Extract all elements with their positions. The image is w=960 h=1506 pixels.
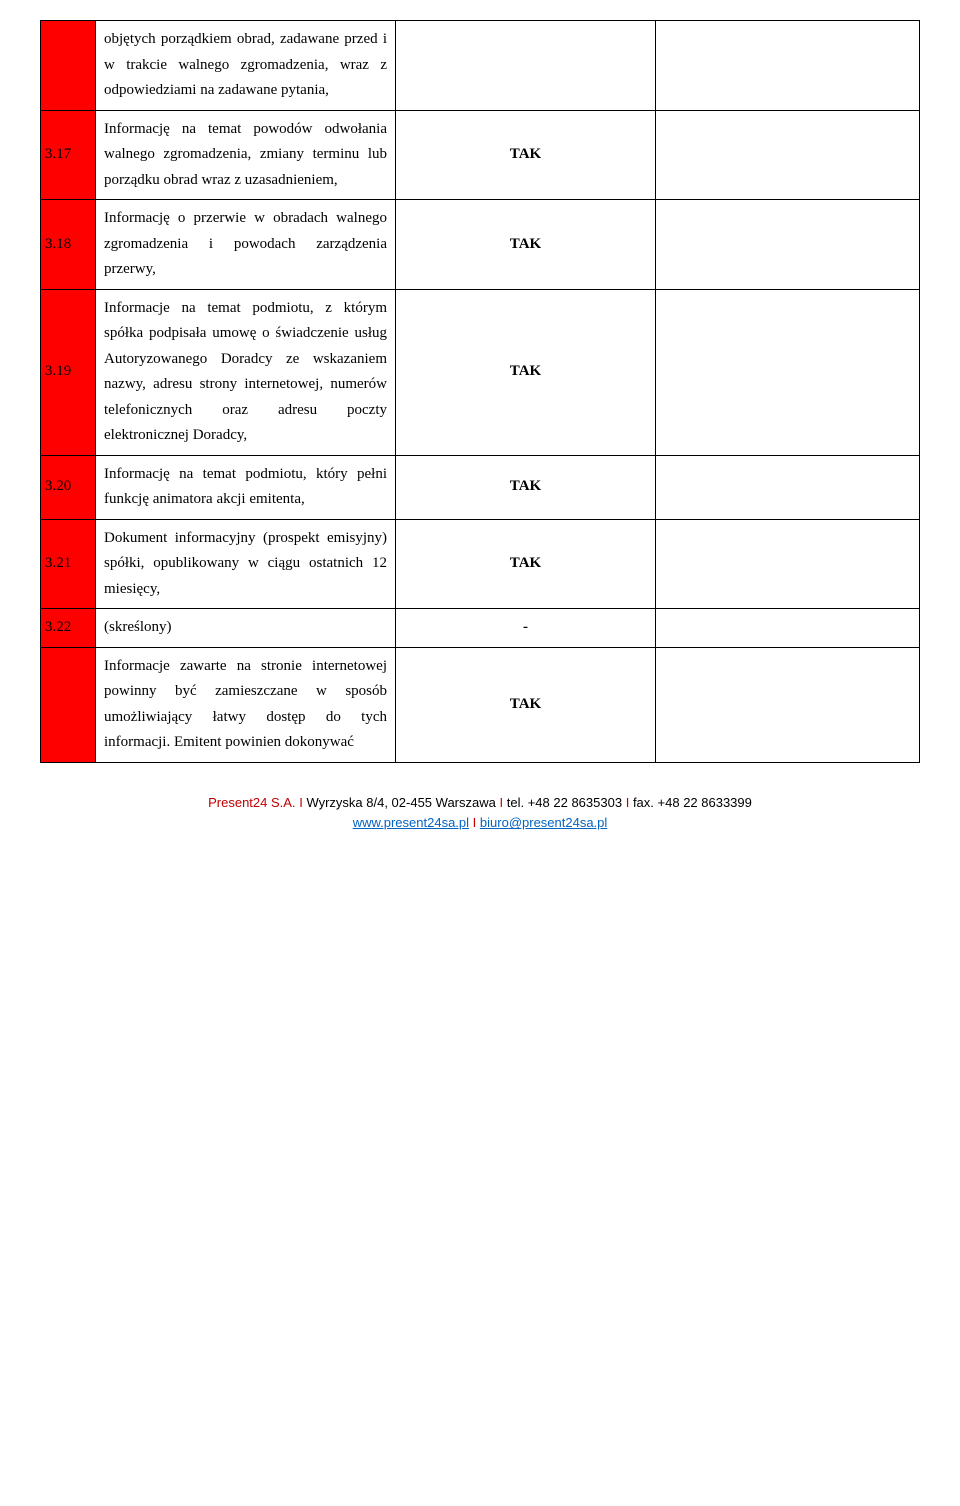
row-empty	[656, 455, 920, 519]
row-number	[41, 21, 96, 111]
footer-fax: +48 22 8633399	[658, 795, 752, 810]
row-status: TAK	[396, 110, 656, 200]
table-row: Informacje zawarte na stronie internetow…	[41, 647, 920, 762]
row-number	[41, 647, 96, 762]
row-description: Informację na temat powodów odwołania wa…	[96, 110, 396, 200]
row-description: Informację o przerwie w obradach walnego…	[96, 200, 396, 290]
page-footer: Present24 S.A. I Wyrzyska 8/4, 02-455 Wa…	[40, 793, 920, 835]
footer-email-link[interactable]: biuro@present24sa.pl	[480, 815, 607, 830]
footer-company: Present24 S.A.	[208, 795, 295, 810]
row-number: 3.19	[41, 289, 96, 455]
table-row: 3.18Informację o przerwie w obradach wal…	[41, 200, 920, 290]
row-status: TAK	[396, 519, 656, 609]
table-row: 3.17Informację na temat powodów odwołani…	[41, 110, 920, 200]
row-empty	[656, 289, 920, 455]
row-number: 3.22	[41, 609, 96, 648]
footer-tel: +48 22 8635303	[528, 795, 622, 810]
footer-sep-1: I	[299, 795, 303, 810]
row-status	[396, 21, 656, 111]
row-empty	[656, 21, 920, 111]
row-status: -	[396, 609, 656, 648]
footer-fax-label: fax.	[633, 795, 654, 810]
table-row: 3.20Informację na temat podmiotu, który …	[41, 455, 920, 519]
table-row: 3.22(skreślony)-	[41, 609, 920, 648]
row-description: objętych porządkiem obrad, zadawane prze…	[96, 21, 396, 111]
row-number: 3.17	[41, 110, 96, 200]
row-number: 3.18	[41, 200, 96, 290]
row-status: TAK	[396, 647, 656, 762]
row-description: (skreślony)	[96, 609, 396, 648]
footer-tel-label: tel.	[507, 795, 524, 810]
footer-sep-2: I	[499, 795, 503, 810]
row-status: TAK	[396, 200, 656, 290]
row-empty	[656, 200, 920, 290]
document-table: objętych porządkiem obrad, zadawane prze…	[40, 20, 920, 763]
row-description: Informację na temat podmiotu, który pełn…	[96, 455, 396, 519]
row-empty	[656, 609, 920, 648]
row-empty	[656, 647, 920, 762]
row-number: 3.20	[41, 455, 96, 519]
row-description: Informacje zawarte na stronie internetow…	[96, 647, 396, 762]
row-description: Dokument informacyjny (prospekt emisyjny…	[96, 519, 396, 609]
footer-site-link[interactable]: www.present24sa.pl	[353, 815, 469, 830]
row-empty	[656, 110, 920, 200]
table-row: 3.21Dokument informacyjny (prospekt emis…	[41, 519, 920, 609]
row-empty	[656, 519, 920, 609]
footer-sep-3: I	[626, 795, 630, 810]
footer-line-1: Present24 S.A. I Wyrzyska 8/4, 02-455 Wa…	[40, 793, 920, 814]
row-status: TAK	[396, 289, 656, 455]
row-number: 3.21	[41, 519, 96, 609]
table-row: 3.19Informacje na temat podmiotu, z któr…	[41, 289, 920, 455]
footer-sep-4: I	[473, 815, 477, 830]
table-row: objętych porządkiem obrad, zadawane prze…	[41, 21, 920, 111]
footer-line-2: www.present24sa.pl I biuro@present24sa.p…	[40, 813, 920, 834]
row-status: TAK	[396, 455, 656, 519]
footer-address: Wyrzyska 8/4, 02-455 Warszawa	[306, 795, 495, 810]
row-description: Informacje na temat podmiotu, z którym s…	[96, 289, 396, 455]
